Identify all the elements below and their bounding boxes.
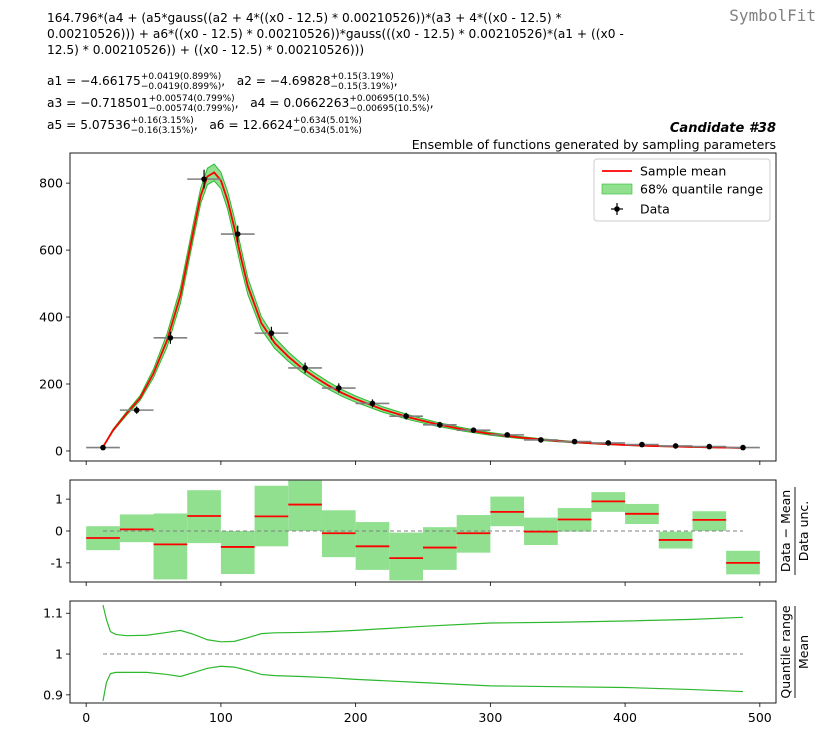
main-ytick-label: 800 [39,176,63,191]
param-a2: a2 = −4.69828 +0.15(3.19%) −0.15(3.19%), [236,71,398,92]
ratio-ytick-label: 0.9 [43,687,63,702]
param-a6: a6 = 12.6624 +0.634(5.01%) −0.634(5.01%) [209,115,362,136]
residual-ytick-label: 1 [55,492,63,507]
param-row-3: a5 = 5.07536 +0.16(3.15%) −0.16(3.15%), a6… [47,114,434,136]
ratio-xtick-label: 400 [613,710,637,725]
residual-band [692,511,727,531]
legend: Sample mean 68% quantile range Data [593,158,771,222]
data-point [437,422,443,428]
data-point [571,438,578,445]
legend-data-label: Data [640,202,670,217]
data-point [369,400,376,407]
param-a4: a4 = 0.0662263 +0.00695(10.5%) −0.00695(10… [250,93,434,114]
param-row-1: a1 = −4.66175 +0.0419(0.899%) −0.0419(0.89… [47,70,434,92]
ratio-ytick-label: 1.1 [43,606,63,621]
main-ytick-label: 200 [39,377,63,392]
main-ytick-label: 400 [39,310,63,325]
ratio-upper-line [102,604,744,643]
data-point [234,231,241,237]
residual-panel: -1 0 1 Data − Mean Data unc. [51,479,811,586]
residual-band [389,532,423,581]
chart-subtitle: Ensemble of functions generated by sampl… [411,137,776,152]
data-point [470,427,477,434]
ratio-xtick-label: 0 [82,710,90,725]
residual-band [288,480,322,531]
param-a5: a5 = 5.07536 +0.16(3.15%) −0.16(3.15%), [47,115,198,136]
ratio-xtick-label: 200 [344,710,368,725]
residual-band [423,527,457,570]
ratio-xtick-label: 300 [478,710,502,725]
param-row-2: a3 = −0.718501 +0.00574(0.799%) −0.00574(0… [47,92,434,114]
param-a3: a3 = −0.718501 +0.00574(0.799%) −0.00574(0… [47,93,239,114]
ratio-panel: 0.9 1 1.1 0 100 200 300 400 500 Quantile range Mea… [43,600,811,725]
legend-box [593,158,771,222]
data-point [639,441,645,448]
main-panel-frame [69,152,777,462]
ratio-ylabel-bottom: Mean [796,635,811,669]
residual-ylabel: Data − Mean Data unc. [778,487,811,575]
data-point [302,365,308,371]
formula-line-1: 164.796*(a4 + (a5*gauss((a2 + 4*((x0 - 1… [47,11,562,25]
parameter-list: a1 = −4.66175 +0.0419(0.899%) −0.0419(0.89… [47,70,434,136]
data-point [403,413,409,419]
ratio-panel-frame [69,600,777,704]
legend-band-swatch [601,183,633,195]
data-point [268,330,275,336]
main-ytick-label: 0 [55,443,63,458]
data-point [504,432,511,438]
main-panel: 0 200 400 600 800 Sample mean 68% quantile ran… [39,152,777,465]
data-point [672,443,679,449]
residual-ylabel-bottom: Data unc. [796,501,811,562]
legend-band-label: 68% quantile range [640,182,763,197]
data-point [740,444,746,451]
candidate-label: Candidate #38 [669,121,776,136]
legend-mean-label: Sample mean [640,164,726,179]
residual-band [153,513,188,580]
data-point [538,437,544,443]
data-point [133,407,140,413]
residual-ytick-label: 0 [55,524,63,539]
formula-line-2: 0.00210526))) + a6*((x0 - 12.5) * 0.0021… [47,27,624,41]
residual-band [119,514,154,543]
ratio-xtick-label: 100 [209,710,233,725]
ratio-lower-line [102,665,744,702]
param-a1: a1 = −4.66175 +0.0419(0.899%) −0.0419(0.89… [47,71,226,92]
ratio-ytick-label: 1 [55,647,63,662]
data-point [605,440,612,446]
data-point [167,335,174,341]
residual-ytick-label: -1 [51,555,63,570]
ratio-ylabel: Quantile range Mean [778,605,811,699]
data-point [201,176,207,182]
data-point [335,385,342,391]
brand-label: SymbolFit [729,6,816,25]
residual-ylabel-top: Data − Mean [778,490,793,572]
residual-band [220,531,255,575]
formula-line-3: 12.5) * 0.00210526)) + ((x0 - 12.5) * 0.… [47,43,365,57]
data-point [100,444,106,451]
ratio-ylabel-top: Quantile range [778,605,793,699]
data-point [706,443,713,450]
ratio-xtick-label: 500 [748,710,772,725]
main-ytick-label: 600 [39,243,63,258]
legend-data-swatch [614,206,620,212]
